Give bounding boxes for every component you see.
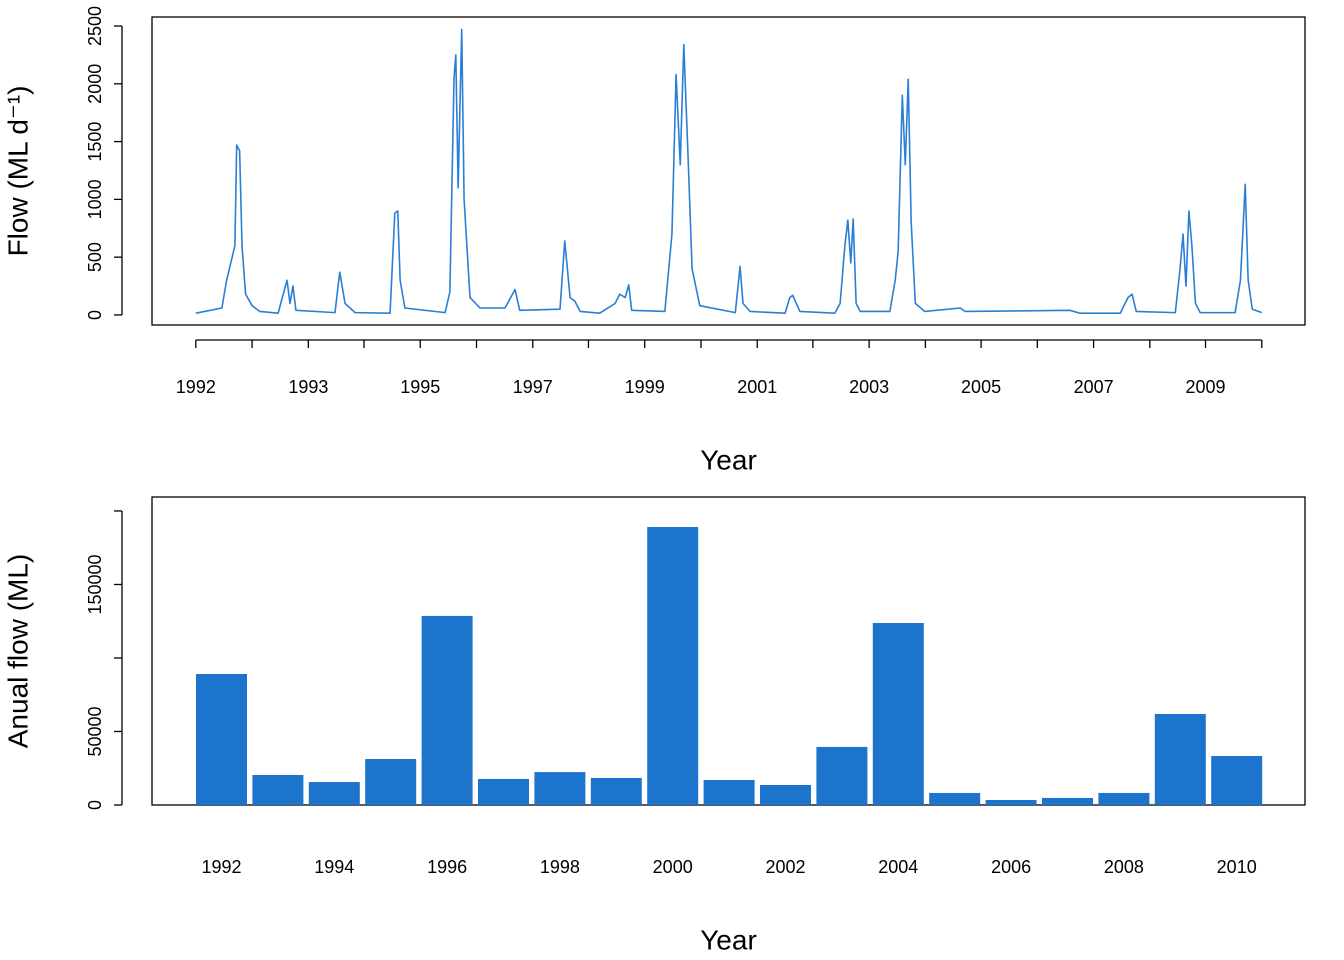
bar: [872, 622, 924, 805]
bar: [590, 777, 642, 805]
bar: [421, 615, 473, 805]
x-axis-title: Year: [700, 444, 757, 475]
bar: [1154, 713, 1206, 805]
x-tick-label: 2008: [1104, 857, 1144, 877]
x-tick-label: 1992: [176, 377, 216, 397]
x-tick-label: 2010: [1217, 857, 1257, 877]
x-tick-label: 2009: [1185, 377, 1225, 397]
x-tick-label: 1996: [427, 857, 467, 877]
plot-frame: [151, 16, 1306, 326]
x-tick-label: 1994: [314, 857, 354, 877]
bar: [478, 778, 529, 805]
x-tick-label: 2000: [653, 857, 693, 877]
y-tick-label: 1500: [85, 122, 105, 162]
bar: [703, 780, 755, 805]
x-tick-label: 1998: [540, 857, 580, 877]
bar: [534, 772, 586, 805]
y-tick-label: 150000: [85, 554, 105, 614]
x-tick-label: 2005: [961, 377, 1001, 397]
y-tick-label: 2000: [85, 64, 105, 104]
bar: [1098, 792, 1150, 805]
bar: [1211, 756, 1263, 805]
x-tick-label: 2006: [991, 857, 1031, 877]
y-axis-title: Anual flow (ML): [2, 554, 33, 749]
x-tick-label: 1997: [513, 377, 553, 397]
y-tick-label: 2500: [85, 6, 105, 46]
y-tick-label: 50000: [85, 706, 105, 756]
x-tick-label: 1993: [288, 377, 328, 397]
bar: [816, 746, 868, 805]
y-tick-label: 0: [85, 310, 105, 320]
bar: [196, 674, 247, 805]
flow-line: [195, 28, 1263, 315]
bar: [929, 792, 981, 805]
bar: [365, 758, 417, 805]
x-tick-label: 2001: [737, 377, 777, 397]
x-axis-title: Year: [700, 924, 757, 955]
bar: [252, 775, 304, 805]
x-tick-label: 1995: [400, 377, 440, 397]
y-axis-title: Flow (ML d⁻¹): [2, 86, 33, 257]
x-tick-label: 2002: [765, 857, 805, 877]
bar: [1042, 797, 1093, 805]
x-tick-label: 1992: [201, 857, 241, 877]
plot-frame: [151, 496, 1306, 806]
bar: [308, 782, 360, 805]
x-tick-label: 1999: [625, 377, 665, 397]
x-tick-label: 2003: [849, 377, 889, 397]
bar: [985, 800, 1037, 805]
y-tick-label: 500: [85, 242, 105, 272]
x-tick-label: 2004: [878, 857, 918, 877]
bar: [647, 526, 699, 805]
y-tick-label: 1000: [85, 179, 105, 219]
y-tick-label: 0: [85, 800, 105, 810]
bar: [760, 785, 811, 805]
x-tick-label: 2007: [1074, 377, 1114, 397]
